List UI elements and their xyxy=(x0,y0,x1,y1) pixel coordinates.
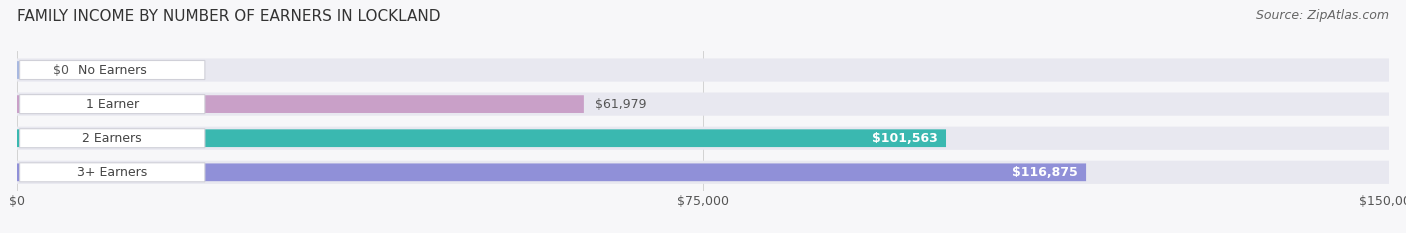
Text: $61,979: $61,979 xyxy=(595,98,647,111)
FancyBboxPatch shape xyxy=(20,129,205,148)
FancyBboxPatch shape xyxy=(17,61,39,79)
Text: $116,875: $116,875 xyxy=(1012,166,1078,179)
FancyBboxPatch shape xyxy=(17,95,583,113)
Text: FAMILY INCOME BY NUMBER OF EARNERS IN LOCKLAND: FAMILY INCOME BY NUMBER OF EARNERS IN LO… xyxy=(17,9,440,24)
FancyBboxPatch shape xyxy=(17,58,1389,82)
FancyBboxPatch shape xyxy=(17,161,1389,184)
FancyBboxPatch shape xyxy=(20,61,205,79)
Text: $101,563: $101,563 xyxy=(872,132,938,145)
Text: 2 Earners: 2 Earners xyxy=(83,132,142,145)
Text: Source: ZipAtlas.com: Source: ZipAtlas.com xyxy=(1256,9,1389,22)
FancyBboxPatch shape xyxy=(17,93,1389,116)
FancyBboxPatch shape xyxy=(17,127,1389,150)
FancyBboxPatch shape xyxy=(20,163,205,182)
Text: 1 Earner: 1 Earner xyxy=(86,98,139,111)
FancyBboxPatch shape xyxy=(17,129,946,147)
Text: No Earners: No Earners xyxy=(77,64,146,76)
FancyBboxPatch shape xyxy=(17,163,1085,181)
FancyBboxPatch shape xyxy=(20,95,205,114)
Text: $0: $0 xyxy=(53,64,69,76)
Text: 3+ Earners: 3+ Earners xyxy=(77,166,148,179)
